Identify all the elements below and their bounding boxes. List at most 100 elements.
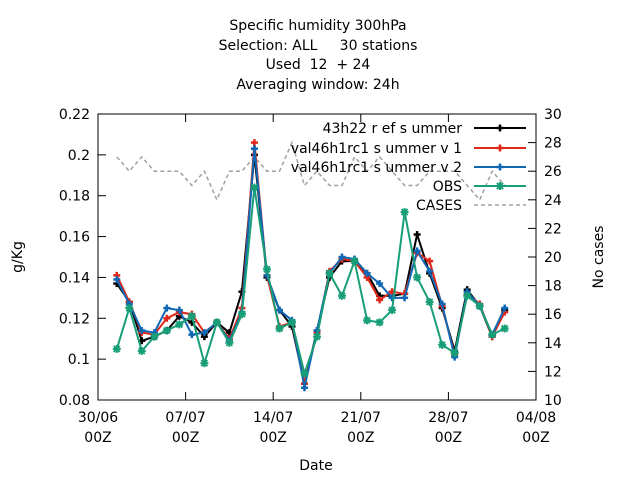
- point-OBS-4-d2: [163, 326, 171, 335]
- x-tick-label-3: 21/07: [341, 410, 381, 426]
- point-OBS-31-d2: [501, 324, 509, 333]
- point-OBS-16-d2: [313, 332, 321, 341]
- y2-tick-label-2: 14: [544, 336, 562, 352]
- point-OBS-9-d2: [225, 339, 234, 347]
- point-val46h1rc1_summer_v1-21: [376, 296, 384, 304]
- title-line-1: Specific humidity 300hPa: [229, 18, 406, 34]
- point-OBS-8: [212, 318, 221, 327]
- legend-label-val46h1rc1_summer_v2: val46h1rc1 s ummer v 2: [291, 160, 462, 176]
- point-OBS-19: [350, 257, 359, 266]
- title-line-2: Selection: ALL 30 stations: [219, 38, 418, 54]
- y2-tick-label-6: 22: [544, 221, 562, 237]
- point-OBS-27-d2: [450, 349, 459, 357]
- point-OBS-13-d2: [275, 324, 284, 333]
- point-OBS-20: [363, 316, 372, 325]
- series-lines: [112, 139, 509, 392]
- legend-marker-OBS-d2: [496, 182, 504, 190]
- point-OBS-23-d2: [400, 208, 409, 216]
- x-tick-sublabel-1: 00Z: [172, 430, 199, 446]
- point-val46h1rc1_summer_v2-2: [138, 327, 146, 335]
- series-line-val46h1rc1_summer_v2: [115, 148, 506, 388]
- x-tick-sublabel-4: 00Z: [435, 430, 462, 446]
- y-tick-label-2: 0.12: [59, 311, 90, 327]
- x-tick-label-1: 07/07: [165, 410, 205, 426]
- point-val46h1rc1_summer_v1-11: [250, 139, 258, 147]
- y2-tick-label-5: 20: [544, 250, 562, 266]
- x-tick-label-4: 28/07: [428, 410, 468, 426]
- point-OBS-18-d2: [338, 292, 346, 300]
- point-OBS-8-d2: [213, 318, 221, 327]
- point-val46h1rc1_summer_v1-4: [163, 314, 171, 322]
- point-OBS-11: [250, 183, 259, 192]
- point-OBS-29-d2: [475, 302, 484, 310]
- point-val46h1rc1_summer_v1-25: [426, 257, 434, 265]
- x-tick-sublabel-5: 00Z: [522, 430, 549, 446]
- y2-tick-label-1: 12: [544, 364, 562, 380]
- y2-tick-label-4: 18: [544, 279, 562, 295]
- series-line-CASES: [116, 140, 506, 202]
- point-OBS-24: [413, 273, 422, 282]
- legend: 43h22 r ef s ummer val46h1rc1 s ummer v 1…: [291, 121, 526, 214]
- point-OBS-17-d2: [325, 269, 334, 278]
- y2-tick-label-8: 26: [544, 164, 562, 180]
- point-OBS-0-d2: [113, 345, 121, 353]
- point-OBS-6: [187, 312, 196, 321]
- point-OBS-27: [450, 349, 459, 358]
- point-OBS-11-d2: [250, 183, 259, 192]
- legend-label-CASES: CASES: [416, 198, 462, 214]
- y2-tick-label-7: 24: [544, 193, 562, 209]
- point-val46h1rc1_summer_v2-13: [275, 306, 283, 314]
- point-OBS-29: [475, 302, 484, 311]
- point-OBS-18: [338, 291, 347, 300]
- point-OBS-25: [425, 297, 434, 306]
- point-val46h1rc1_summer_v2-15: [300, 384, 308, 392]
- point-OBS-10-d2: [238, 310, 246, 318]
- point-val46h1rc1_summer_v2-20: [363, 269, 371, 277]
- legend-label-OBS: OBS: [433, 179, 462, 195]
- point-OBS-30-d2: [488, 330, 496, 339]
- point-OBS-12: [262, 265, 271, 274]
- point-OBS-4: [162, 326, 171, 335]
- point-OBS-25-d2: [425, 298, 434, 306]
- point-OBS-22-d2: [388, 306, 396, 314]
- point-OBS-21: [375, 318, 384, 327]
- y2-tick-label-0: 10: [544, 393, 562, 409]
- point-val46h1rc1_summer_v2-21: [376, 280, 384, 288]
- x-tick-label-5: 04/08: [516, 410, 556, 426]
- legend-marker-val46h1rc1_summer_v2: [496, 163, 504, 171]
- point-OBS-3-d2: [150, 332, 159, 341]
- point-val46h1rc1_summer_v2-0: [113, 275, 121, 283]
- point-val46h1rc1_summer_v2-7: [200, 329, 208, 337]
- point-val46h1rc1_summer_v2-26: [438, 300, 446, 308]
- point-OBS-10: [237, 310, 246, 319]
- point-OBS-22: [388, 306, 397, 315]
- point-OBS-7: [200, 359, 209, 368]
- point-val46h1rc1_summer_v2-24: [413, 247, 421, 255]
- chart-title: Specific humidity 300hPa Selection: ALL …: [219, 18, 418, 93]
- point-OBS-19-d2: [350, 257, 359, 265]
- x-tick-sublabel-3: 00Z: [347, 430, 374, 446]
- point-OBS-15-d2: [300, 369, 309, 378]
- point-OBS-1-d2: [125, 304, 133, 312]
- point-OBS-7-d2: [200, 359, 209, 367]
- y2-tick-label-10: 30: [544, 107, 562, 123]
- series-line-OBS: [115, 187, 506, 377]
- point-OBS-26: [438, 340, 447, 349]
- point-val46h1rc1_summer_v2-4: [163, 304, 171, 312]
- point-OBS-28-d2: [463, 292, 471, 300]
- point-val46h1rc1_summer_v2-25: [426, 267, 434, 275]
- point-val46h1rc1_summer_v2-31: [501, 304, 509, 312]
- series-CASES: [116, 140, 506, 202]
- point-OBS-0: [112, 344, 121, 353]
- y-tick-label-3: 0.14: [59, 270, 90, 286]
- legend-label-43h22_ref_summer: 43h22 r ef s ummer: [323, 121, 463, 137]
- x-tick-label-2: 14/07: [253, 410, 293, 426]
- point-OBS-24-d2: [413, 273, 421, 282]
- point-val46h1rc1_summer_v2-6: [188, 331, 196, 339]
- point-OBS-5: [175, 320, 184, 329]
- title-line-4: Averaging window: 24h: [236, 77, 399, 93]
- x-tick-sublabel-2: 00Z: [259, 430, 286, 446]
- point-OBS-5-d2: [175, 320, 184, 329]
- point-OBS-2-d2: [138, 347, 146, 355]
